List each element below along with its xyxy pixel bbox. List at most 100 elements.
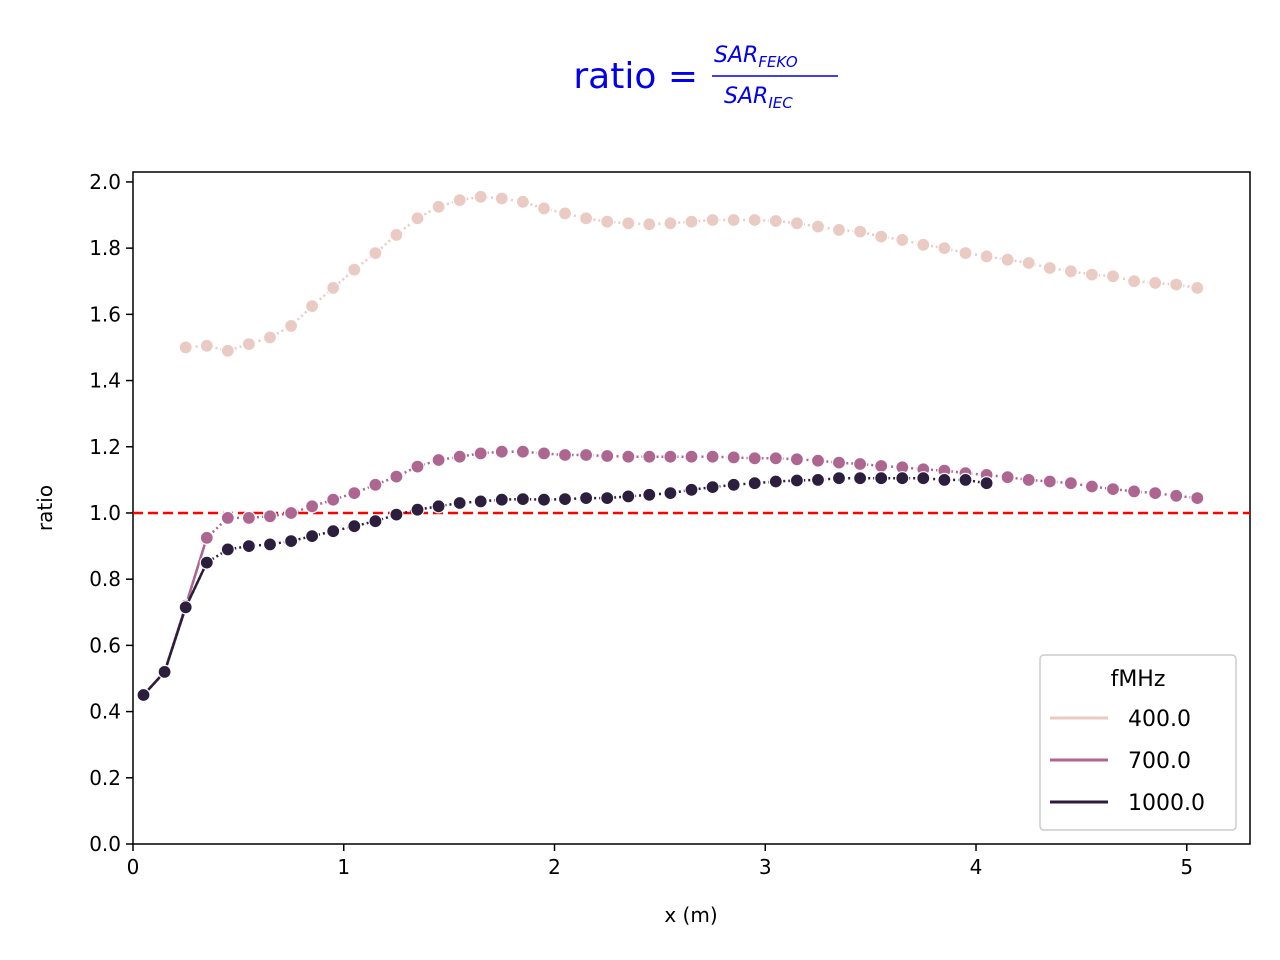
data-point — [684, 449, 699, 464]
data-point — [1063, 264, 1079, 279]
data-point — [979, 476, 994, 491]
data-point — [578, 447, 594, 463]
data-point — [810, 219, 826, 234]
data-point — [874, 471, 889, 486]
data-point — [789, 473, 805, 488]
series-line-solid — [142, 537, 208, 696]
data-point — [1126, 274, 1142, 289]
data-point — [389, 469, 404, 484]
y-tick-label: 0.0 — [89, 832, 121, 856]
data-point — [220, 510, 235, 526]
legend-label: 1000.0 — [1128, 791, 1205, 816]
title-numerator: SARFEKO — [714, 43, 798, 71]
data-point — [642, 449, 657, 464]
data-point — [515, 492, 531, 507]
x-tick-label: 5 — [1180, 855, 1193, 879]
data-point — [663, 449, 678, 464]
legend-box — [1039, 654, 1237, 831]
chart-title: ratio = SARFEKO SARIEC — [573, 43, 838, 112]
data-point — [494, 444, 509, 459]
y-tick-label: 0.2 — [89, 766, 121, 790]
data-point — [262, 537, 278, 552]
data-point — [284, 318, 299, 333]
data-point — [747, 212, 762, 228]
data-point — [831, 471, 847, 486]
data-point — [642, 487, 657, 502]
data-point — [852, 456, 868, 472]
data-point — [536, 201, 552, 216]
data-point — [789, 216, 805, 231]
data-point — [241, 510, 256, 526]
data-point — [831, 455, 847, 470]
data-point — [1148, 275, 1163, 290]
data-point — [747, 451, 762, 466]
x-tick-label: 2 — [548, 855, 561, 879]
data-point — [1021, 255, 1036, 271]
data-point — [1190, 491, 1205, 506]
x-tick-label: 0 — [127, 855, 140, 879]
data-point — [494, 492, 509, 507]
data-point — [895, 471, 910, 486]
y-tick-label: 1.6 — [89, 302, 121, 326]
data-point — [262, 330, 278, 345]
data-point — [1063, 476, 1079, 491]
y-tick-label: 0.6 — [89, 633, 121, 657]
y-tick-label: 1.4 — [89, 369, 121, 393]
data-point — [789, 452, 805, 467]
data-point — [557, 492, 573, 507]
data-point — [473, 189, 488, 204]
data-point — [241, 538, 256, 554]
data-point — [1148, 486, 1163, 501]
title-denominator-text: SAR — [724, 84, 768, 109]
data-point — [937, 472, 952, 487]
data-point — [1190, 280, 1205, 295]
data-point — [284, 505, 299, 521]
data-point — [726, 212, 741, 228]
data-point — [642, 217, 657, 232]
data-point — [810, 453, 826, 468]
data-point — [958, 246, 973, 261]
legend: fMHz 400.0 700.0 1000.0 — [1039, 654, 1237, 831]
data-point — [178, 600, 193, 615]
legend-title: fMHz — [1111, 667, 1166, 692]
data-point — [1084, 267, 1100, 282]
data-point — [368, 246, 383, 261]
x-tick-label: 1 — [337, 855, 350, 879]
data-point — [368, 514, 383, 529]
data-point — [410, 502, 425, 517]
data-point — [663, 216, 678, 231]
data-point — [557, 206, 573, 221]
data-point — [600, 491, 615, 506]
data-point — [1126, 484, 1142, 499]
data-point — [874, 458, 889, 474]
data-point — [347, 262, 362, 277]
data-point — [1042, 474, 1057, 489]
data-point — [241, 337, 256, 352]
data-point — [536, 492, 552, 507]
data-point — [600, 448, 615, 464]
data-point — [199, 530, 214, 545]
y-tick-label: 1.8 — [89, 236, 121, 260]
series-1000.0 — [136, 471, 994, 703]
x-tick-label: 4 — [970, 855, 983, 879]
data-point — [410, 459, 425, 474]
data-point — [1000, 252, 1015, 267]
y-tick-label: 1.2 — [89, 435, 121, 459]
data-point — [305, 528, 320, 544]
data-point — [347, 519, 362, 534]
data-point — [431, 199, 446, 214]
data-point — [452, 449, 467, 464]
data-point — [347, 486, 362, 501]
data-point — [916, 471, 931, 486]
data-point — [979, 249, 994, 264]
y-tick-label: 1.0 — [89, 501, 121, 525]
data-point — [726, 477, 741, 492]
data-point — [852, 471, 868, 486]
data-point — [515, 194, 531, 209]
data-point — [726, 450, 741, 465]
series-line-solid — [142, 562, 208, 696]
data-point — [810, 472, 826, 487]
data-point — [473, 494, 488, 509]
data-point — [684, 214, 699, 229]
